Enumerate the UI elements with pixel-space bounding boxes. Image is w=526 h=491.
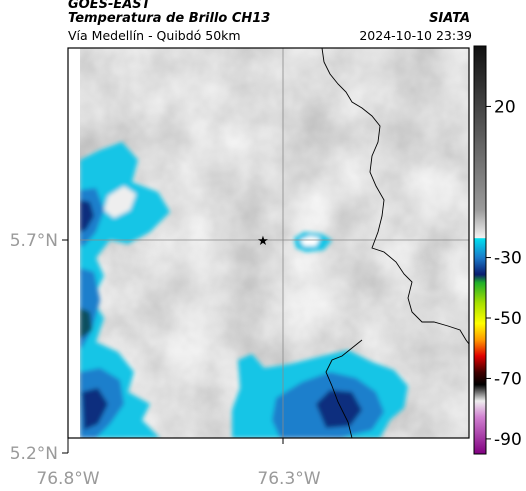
satellite-title: GOES-EAST	[68, 0, 151, 12]
timestamp-label: 2024-10-10 23:39	[359, 28, 472, 43]
colorbar-tick-label: -30	[494, 249, 522, 269]
region-subtitle: Vía Medellín - Quibdó 50km	[68, 28, 241, 43]
cold-cloud-west	[80, 142, 170, 438]
colorbar	[473, 45, 487, 455]
brightness-field	[80, 48, 469, 438]
lon-tick-label-1: 76.3°W	[257, 469, 320, 489]
star-marker: ★	[257, 234, 269, 249]
colorbar-tick-label: 20	[494, 97, 516, 117]
colorbar-ticks: 20 -30 -50 -70 -90	[486, 97, 522, 450]
colorbar-tick-label: -50	[494, 309, 522, 329]
product-title: Temperatura de Brillo CH13	[68, 11, 271, 26]
colorbar-tick-label: -70	[494, 369, 522, 389]
organization-label: SIATA	[429, 11, 470, 26]
lat-tick-label-1: 5.2°N	[10, 444, 58, 464]
department-border	[321, 48, 469, 345]
lon-tick-label-0: 76.8°W	[36, 469, 99, 489]
lat-tick-label-0: 5.7°N	[10, 231, 58, 251]
colorbar-tick-label: -90	[494, 430, 522, 450]
map-frame	[67, 47, 470, 439]
